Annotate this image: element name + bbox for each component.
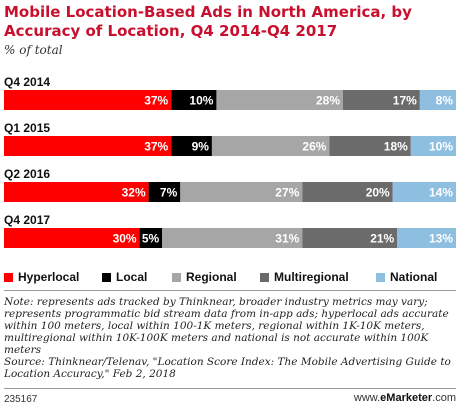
stacked-bar-chart: Q4 2014 37% 10% 28% 17% 8% Q1 2015 37% 9% 26% 18% 1… — [4, 75, 456, 248]
chart-legend: Hyperlocal Local Regional Multiregional … — [4, 269, 456, 285]
legend-label-multiregional: Multiregional — [274, 270, 349, 284]
bar-label-q1-2015-multiregional: 18% — [384, 140, 408, 154]
chart-subtitle: % of total — [4, 43, 63, 57]
bar-q2-2016-local — [148, 182, 181, 202]
bar-label-q4-2017-hyperlocal: 30% — [113, 232, 137, 246]
bar-q4-2014-hyperlocal — [4, 90, 172, 110]
legend-label-national: National — [390, 270, 438, 284]
bar-q4-2014-local — [171, 90, 217, 110]
bar-label-q1-2015-hyperlocal: 37% — [144, 140, 168, 154]
category-label-q2-2016: Q2 2016 — [4, 167, 50, 181]
bar-q4-2014-multiregional — [343, 90, 420, 110]
bar-label-q4-2014-multiregional: 17% — [393, 94, 417, 108]
bar-label-q1-2015-local: 9% — [192, 140, 210, 154]
bar-q1-2015-regional — [211, 136, 330, 156]
bar-q4-2017-hyperlocal — [4, 228, 140, 248]
bar-label-q4-2017-regional: 31% — [275, 232, 299, 246]
legend-item-hyperlocal: Hyperlocal — [4, 269, 79, 285]
bar-q1-2015-local — [171, 136, 212, 156]
bar-label-q4-2017-national: 13% — [429, 232, 453, 246]
bar-q4-2017-regional — [162, 228, 303, 248]
legend-swatch-hyperlocal — [4, 273, 13, 282]
chart-title: Mobile Location-Based Ads in North Ameri… — [4, 3, 412, 40]
legend-divider — [4, 290, 456, 291]
brand-suffix: .com — [432, 392, 456, 404]
bar-q4-2014-regional — [216, 90, 343, 110]
legend-item-regional: Regional — [172, 269, 237, 285]
bar-label-q4-2014-local: 10% — [189, 94, 213, 108]
brand-prefix: www. — [353, 392, 381, 404]
bar-label-q4-2014-national: 8% — [436, 94, 454, 108]
bar-q1-2015-national — [410, 136, 456, 156]
bar-label-q1-2015-national: 10% — [429, 140, 453, 154]
bar-label-q2-2016-regional: 27% — [275, 186, 299, 200]
legend-item-multiregional: Multiregional — [260, 269, 349, 285]
footer-divider — [4, 388, 456, 389]
legend-label-local: Local — [116, 270, 148, 284]
bar-q4-2017-local — [139, 228, 163, 248]
bar-q4-2017-multiregional — [302, 228, 398, 248]
legend-label-regional: Regional — [186, 270, 237, 284]
category-label-q4-2014: Q4 2014 — [4, 75, 50, 89]
bar-q4-2014-national — [419, 90, 456, 110]
legend-swatch-national — [376, 273, 385, 282]
brand-link[interactable]: www.eMarketer.com — [354, 392, 456, 404]
category-label-q4-2017: Q4 2017 — [4, 213, 50, 227]
bar-label-q2-2016-national: 14% — [429, 186, 453, 200]
legend-swatch-regional — [172, 273, 181, 282]
bar-label-q2-2016-local: 7% — [160, 186, 178, 200]
bar-label-q4-2017-local: 5% — [142, 232, 160, 246]
legend-label-hyperlocal: Hyperlocal — [18, 270, 80, 284]
bar-q2-2016-regional — [180, 182, 303, 202]
bar-label-q4-2014-hyperlocal: 37% — [144, 94, 168, 108]
bar-label-q1-2015-regional: 26% — [302, 140, 326, 154]
legend-swatch-multiregional — [260, 273, 269, 282]
bar-label-q4-2014-regional: 28% — [316, 94, 340, 108]
bar-q1-2015-multiregional — [329, 136, 411, 156]
bar-label-q2-2016-hyperlocal: 32% — [122, 186, 146, 200]
bar-q2-2016-multiregional — [302, 182, 393, 202]
bar-label-q4-2017-multiregional: 21% — [370, 232, 394, 246]
bar-q4-2017-national — [397, 228, 456, 248]
chart-id: 235167 — [4, 394, 38, 405]
bar-q2-2016-national — [392, 182, 456, 202]
chart-note: Note: represents ads tracked by Thinknea… — [4, 296, 449, 356]
brand-name: eMarketer — [380, 392, 433, 404]
chart-source: Source: Thinknear/Telenav, "Location Sco… — [4, 356, 451, 380]
bar-label-q2-2016-multiregional: 20% — [366, 186, 390, 200]
legend-item-national: National — [376, 269, 437, 285]
legend-item-local: Local — [102, 269, 147, 285]
bar-q1-2015-hyperlocal — [4, 136, 172, 156]
category-label-q1-2015: Q1 2015 — [4, 121, 50, 135]
bar-q2-2016-hyperlocal — [4, 182, 149, 202]
legend-swatch-local — [102, 273, 111, 282]
